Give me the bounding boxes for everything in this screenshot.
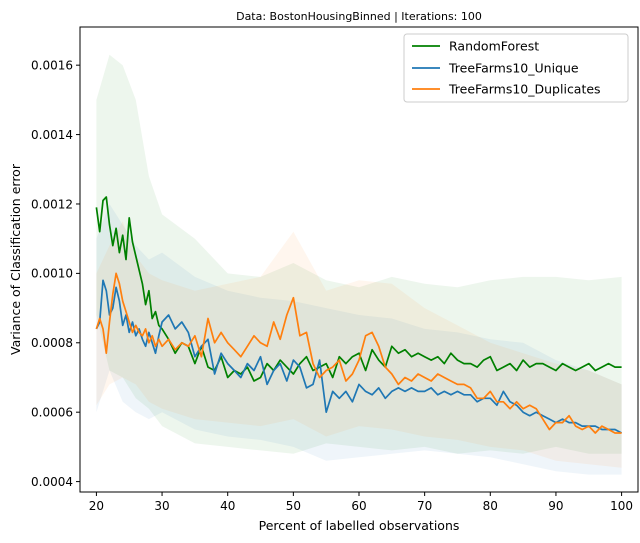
legend-label-treefarms10-duplicates: TreeFarms10_Duplicates (448, 82, 601, 97)
y-tick-label: 0.0006 (31, 405, 73, 419)
x-tick-label: 70 (417, 499, 432, 513)
y-axis-ticks: 0.0004 0.0006 0.0008 0.0010 0.0012 0.0014 0.00… (31, 58, 80, 489)
x-tick-label: 30 (154, 499, 169, 513)
series-line-randomforest (95, 196, 622, 382)
x-tick-label: 60 (351, 499, 366, 513)
x-tick-label: 20 (89, 499, 104, 513)
x-tick-label: 90 (548, 499, 563, 513)
y-tick-label: 0.0012 (31, 197, 73, 211)
x-axis-label: Percent of labelled observations (259, 518, 460, 533)
band-randomforest (96, 54, 622, 454)
band-treefarms10-unique (96, 204, 622, 475)
plot-area (79, 26, 639, 493)
legend-box (403, 33, 629, 103)
band-treefarms10-duplicates (96, 221, 622, 468)
x-tick-label: 80 (483, 499, 498, 513)
legend-label-randomforest: RandomForest (449, 39, 539, 54)
x-axis-ticks: 20 30 40 50 60 70 80 90 100 (89, 492, 633, 513)
series-line-treefarms10-unique (95, 279, 622, 434)
x-tick-label: 50 (286, 499, 301, 513)
series-lines (95, 196, 622, 434)
legend-label-treefarms10-unique: TreeFarms10_Unique (448, 61, 579, 76)
y-tick-label: 0.0014 (31, 128, 73, 142)
y-axis-label: Variance of Classification error (8, 163, 23, 355)
y-tick-label: 0.0008 (31, 336, 73, 350)
y-tick-label: 0.0004 (31, 475, 73, 489)
x-tick-label: 40 (220, 499, 235, 513)
legend: RandomForest TreeFarms10_Unique TreeFarm… (403, 33, 629, 103)
y-tick-label: 0.0010 (31, 267, 73, 281)
chart-title: Data: BostonHousingBinned | Iterations: … (236, 10, 482, 23)
series-line-treefarms10-duplicates (95, 272, 622, 434)
x-tick-label: 100 (610, 499, 633, 513)
confidence-bands (96, 54, 622, 475)
y-tick-label: 0.0016 (31, 58, 73, 72)
